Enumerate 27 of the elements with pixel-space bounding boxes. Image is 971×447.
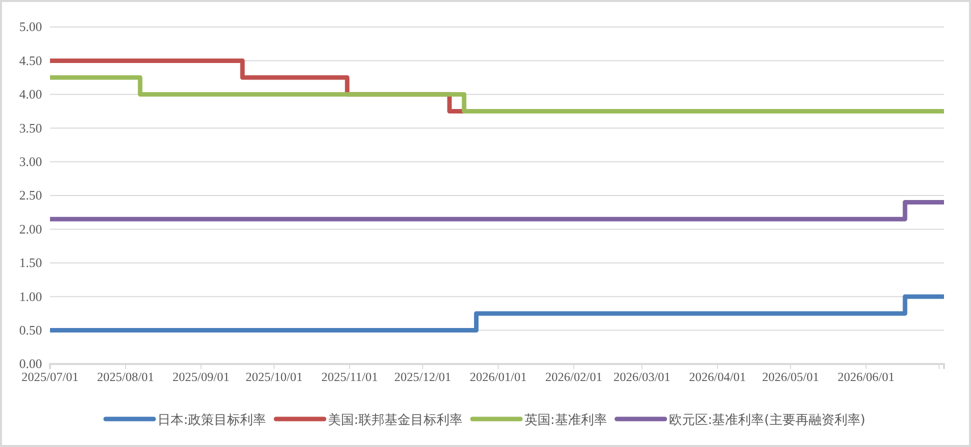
x-tick-label: 2026/01/01 [470, 370, 527, 384]
x-tick-label: 2026/05/01 [762, 370, 820, 384]
x-tick-label: 2025/08/01 [97, 370, 154, 384]
x-tick-label: 2025/09/01 [172, 370, 230, 384]
x-tick-label: 2025/12/01 [394, 370, 452, 384]
y-tick-label: 2.00 [19, 221, 42, 236]
x-tick-label: 2025/07/01 [22, 370, 78, 384]
x-tick-label: 2025/10/01 [246, 370, 303, 384]
x-tick-label: 2026/03/01 [613, 370, 670, 384]
legend-label: 美国:联邦基金目标利率 [328, 412, 462, 428]
y-tick-label: 3.00 [19, 154, 42, 169]
y-tick-label: 1.50 [19, 255, 42, 270]
y-tick-label: 0.50 [19, 322, 42, 338]
y-tick-label: 1.00 [19, 288, 42, 304]
x-tick-label: 2026/06/01 [838, 370, 895, 384]
y-tick-label: 4.50 [19, 52, 42, 68]
x-tick-label: 2026/02/01 [545, 370, 602, 384]
y-tick-label: 0.00 [19, 356, 42, 372]
y-tick-label: 2.50 [19, 188, 42, 203]
y-tick-label: 3.50 [19, 120, 42, 136]
legend-label: 欧元区:基准利率(主要再融资利率) [668, 412, 866, 428]
x-tick-label: 2026/04/01 [688, 370, 746, 384]
legend-label: 英国:基准利率 [524, 412, 607, 428]
legend-label: 日本:政策目标利率 [158, 412, 266, 428]
x-tick-label: 2025/11/01 [321, 370, 378, 384]
y-tick-label: 5.00 [19, 19, 42, 34]
y-tick-label: 4.00 [19, 86, 42, 102]
